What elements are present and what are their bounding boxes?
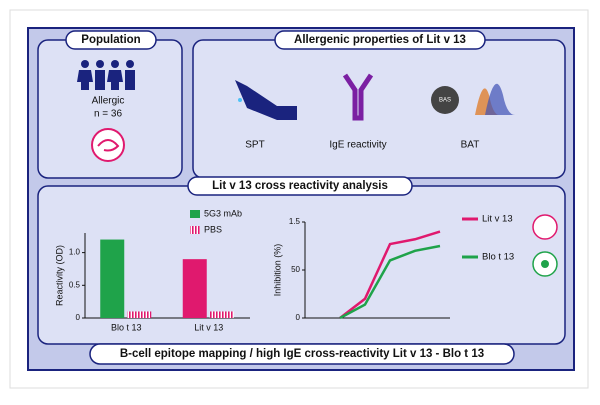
y-tick-label: 0 xyxy=(296,313,301,322)
mite-icon xyxy=(541,260,549,268)
y-tick-label: 1.5 xyxy=(289,217,301,226)
banner: B-cell epitope mapping / high IgE cross-… xyxy=(120,348,484,360)
line xyxy=(339,230,441,319)
y-tick-label: 0 xyxy=(76,313,81,322)
x-tick-label: Lit v 13 xyxy=(194,322,223,332)
antibody-icon xyxy=(342,73,374,121)
bar xyxy=(209,311,234,318)
bar xyxy=(100,239,125,318)
histogram-icon xyxy=(485,83,515,115)
label: n = 36 xyxy=(94,109,123,120)
title: Population xyxy=(81,34,140,46)
y-tick-label: 50 xyxy=(291,265,300,274)
label: SPT xyxy=(245,140,264,151)
y-tick-label: 1.0 xyxy=(69,248,81,257)
legend-label: 5G3 mAb xyxy=(204,208,242,218)
shrimp-icon xyxy=(97,139,120,152)
pill xyxy=(65,30,157,50)
title: Allergenic properties of Lit v 13 xyxy=(294,34,466,46)
shrimp-icon xyxy=(532,214,558,240)
label: BAS xyxy=(439,98,451,104)
label: IgE reactivity xyxy=(329,140,386,151)
axis-label: Reactivity (OD) xyxy=(54,245,64,306)
axis-label: Inhibition (%) xyxy=(272,244,282,297)
histogram-icon xyxy=(475,88,499,115)
drop-icon xyxy=(238,98,242,102)
line xyxy=(339,244,441,320)
legend-swatch xyxy=(190,226,200,234)
shrimp-icon xyxy=(91,128,125,162)
y-tick-label: 0.5 xyxy=(69,280,81,289)
bar xyxy=(127,311,152,318)
pill xyxy=(89,343,515,365)
panel xyxy=(192,39,566,179)
label: Allergic xyxy=(92,96,125,107)
bar xyxy=(182,259,207,318)
x-tick-label: Blo t 13 xyxy=(111,322,142,332)
hand-icon xyxy=(235,80,297,120)
pill xyxy=(274,30,486,50)
legend-swatch xyxy=(190,210,200,218)
legend-label: Lit v 13 xyxy=(482,214,513,225)
legend-label: Blo t 13 xyxy=(482,252,514,263)
title: Lit v 13 cross reactivity analysis xyxy=(212,180,388,192)
pill xyxy=(187,176,413,196)
basophil-icon xyxy=(431,86,459,114)
people-icon xyxy=(77,60,135,90)
legend-label: PBS xyxy=(204,224,222,234)
label: BAT xyxy=(461,140,480,151)
